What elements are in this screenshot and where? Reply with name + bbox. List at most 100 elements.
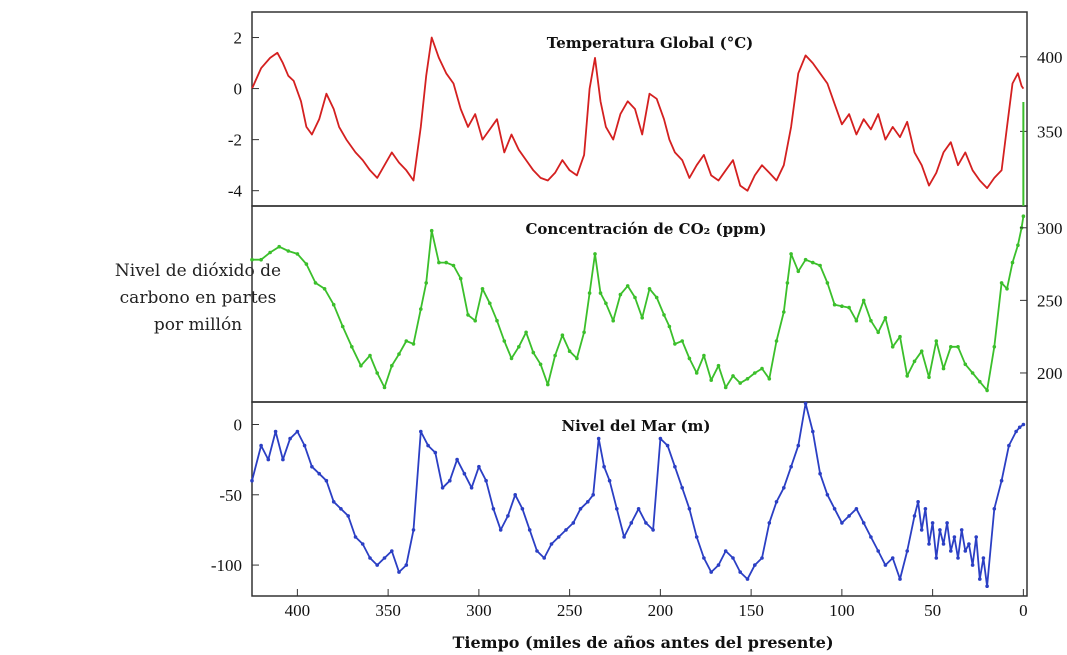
data-point bbox=[513, 493, 517, 497]
data-point bbox=[382, 385, 387, 390]
data-point bbox=[491, 507, 496, 511]
data-point bbox=[1021, 422, 1026, 427]
data-point bbox=[633, 295, 637, 300]
data-point bbox=[702, 556, 706, 560]
data-point bbox=[1007, 443, 1011, 448]
data-point bbox=[591, 493, 595, 497]
data-point bbox=[397, 570, 401, 574]
data-point bbox=[898, 577, 902, 581]
data-point bbox=[651, 528, 655, 532]
data-point bbox=[963, 362, 968, 367]
data-point bbox=[662, 313, 666, 317]
series-line-1 bbox=[252, 216, 1025, 392]
data-point bbox=[970, 563, 975, 567]
data-point bbox=[774, 500, 779, 504]
data-point bbox=[912, 359, 917, 364]
data-point bbox=[542, 556, 546, 560]
data-point bbox=[331, 302, 336, 307]
data-point bbox=[938, 528, 942, 532]
data-point bbox=[404, 563, 409, 567]
data-point bbox=[738, 570, 742, 574]
data-point bbox=[353, 535, 358, 539]
data-point bbox=[368, 556, 372, 560]
co2-side-label-line2: carbono en partes bbox=[119, 288, 277, 308]
data-point bbox=[593, 252, 597, 256]
data-point bbox=[667, 324, 672, 329]
x-axis-label: Tiempo (miles de años antes del presente… bbox=[452, 633, 833, 652]
data-point bbox=[923, 507, 928, 511]
data-point bbox=[789, 464, 793, 469]
data-point bbox=[818, 471, 822, 476]
y-tick-label: -4 bbox=[228, 182, 243, 201]
data-point bbox=[647, 287, 652, 291]
data-point bbox=[273, 429, 278, 434]
data-point bbox=[556, 535, 561, 539]
data-point bbox=[295, 429, 300, 434]
data-point bbox=[658, 436, 663, 441]
data-point bbox=[687, 356, 692, 361]
data-point bbox=[259, 443, 263, 448]
x-tick-label: 250 bbox=[557, 601, 583, 620]
data-point bbox=[615, 507, 619, 511]
data-point bbox=[429, 228, 434, 233]
data-point bbox=[905, 374, 909, 378]
data-point bbox=[811, 429, 815, 434]
data-point bbox=[302, 443, 307, 448]
data-point bbox=[375, 371, 380, 375]
data-point bbox=[963, 549, 968, 553]
data-point bbox=[250, 257, 254, 262]
co2-side-label-line1: Nivel de dióxido de bbox=[114, 261, 282, 281]
data-point bbox=[644, 521, 648, 525]
data-point bbox=[654, 295, 659, 300]
data-point bbox=[618, 292, 623, 297]
data-point bbox=[636, 507, 641, 511]
data-point bbox=[811, 260, 815, 265]
data-point bbox=[549, 542, 554, 546]
data-point bbox=[411, 342, 416, 346]
data-point bbox=[266, 457, 271, 462]
panel-title-temperature: Temperatura Global (°C) bbox=[547, 34, 753, 52]
data-point bbox=[560, 333, 565, 338]
data-point bbox=[440, 486, 445, 490]
data-point bbox=[680, 486, 684, 490]
data-point bbox=[477, 464, 481, 469]
y-tick-label: 0 bbox=[234, 80, 243, 99]
data-point bbox=[753, 563, 757, 567]
data-point bbox=[1005, 287, 1009, 291]
data-point bbox=[375, 563, 380, 567]
data-point bbox=[774, 339, 779, 343]
data-point bbox=[602, 464, 606, 469]
y-tick-label: 350 bbox=[1037, 122, 1063, 141]
data-point bbox=[767, 521, 772, 525]
data-point bbox=[607, 478, 612, 483]
data-point bbox=[803, 401, 808, 406]
panel-title-sea-level: Nivel del Mar (m) bbox=[561, 417, 710, 435]
data-point bbox=[310, 464, 314, 469]
data-point bbox=[473, 318, 478, 323]
data-point bbox=[281, 457, 285, 462]
data-point bbox=[629, 521, 634, 525]
data-point bbox=[331, 500, 336, 504]
data-point bbox=[313, 281, 318, 285]
data-point bbox=[553, 353, 557, 358]
data-point bbox=[854, 507, 859, 511]
data-point bbox=[587, 291, 592, 295]
data-point bbox=[970, 371, 975, 375]
data-point bbox=[426, 443, 430, 448]
data-point bbox=[1010, 260, 1015, 265]
data-point bbox=[586, 500, 590, 504]
data-point bbox=[949, 549, 953, 553]
data-point bbox=[322, 287, 327, 291]
data-point bbox=[992, 345, 997, 349]
data-point bbox=[382, 556, 387, 560]
data-point bbox=[687, 507, 692, 511]
data-point bbox=[1021, 214, 1026, 218]
data-point bbox=[469, 486, 474, 490]
data-point bbox=[847, 514, 851, 518]
data-point bbox=[876, 549, 880, 553]
y-tick-label: 2 bbox=[234, 29, 243, 48]
data-point bbox=[956, 556, 960, 560]
data-point bbox=[745, 377, 750, 381]
data-point bbox=[959, 528, 964, 532]
